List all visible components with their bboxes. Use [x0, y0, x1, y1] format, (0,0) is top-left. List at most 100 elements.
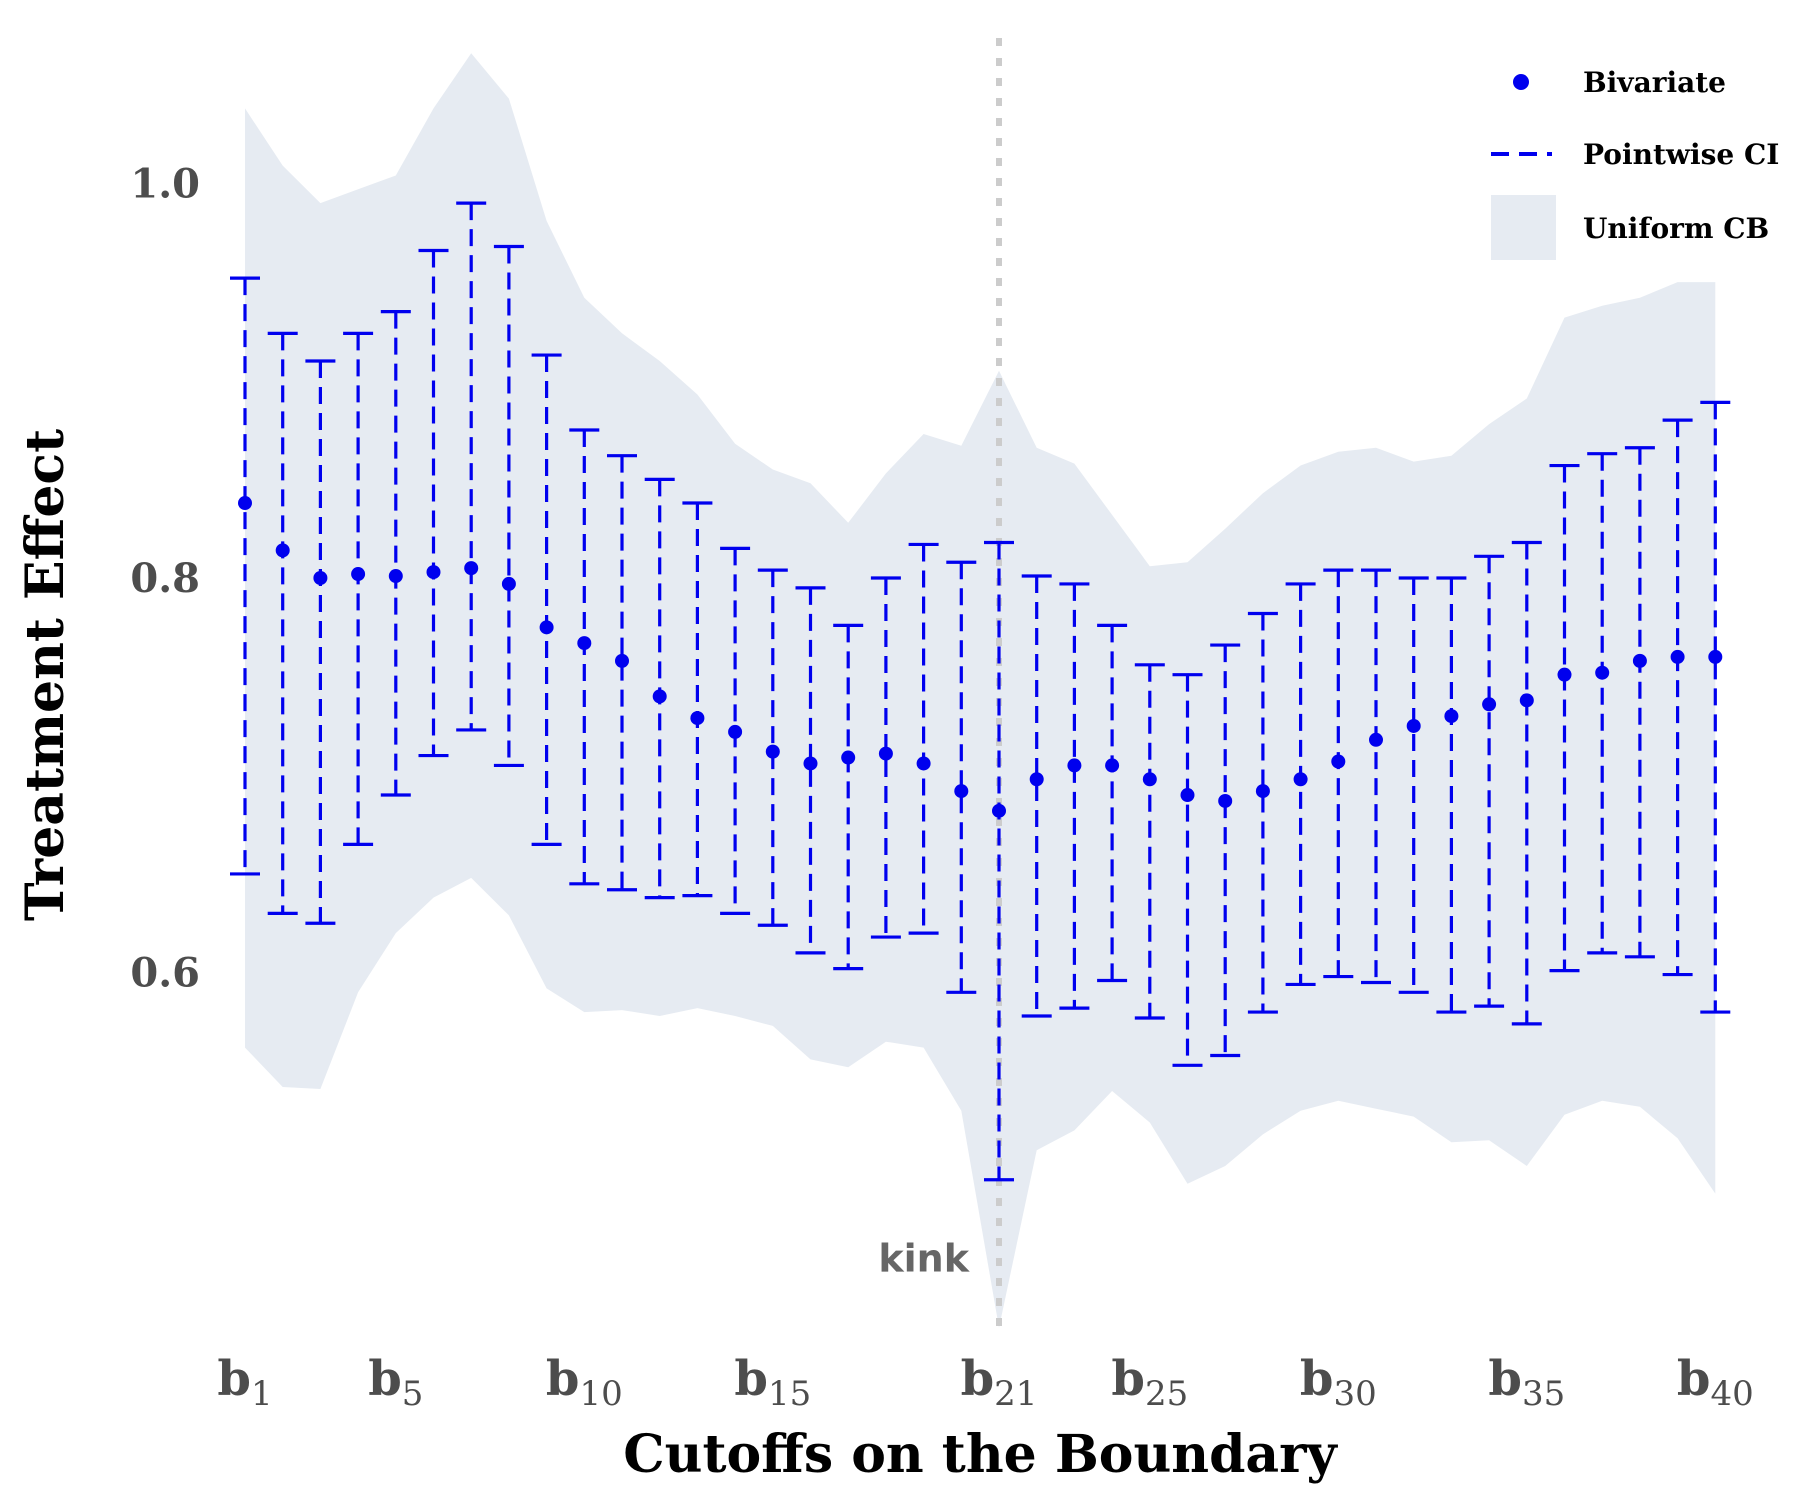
ci-bar — [569, 428, 600, 886]
ci-bar — [1361, 568, 1391, 985]
data-point — [1142, 772, 1157, 787]
data-point — [992, 803, 1006, 818]
ci-bar — [230, 276, 260, 876]
legend-bivariate-label: Bivariate — [1583, 66, 1726, 99]
data-point — [539, 620, 554, 635]
ci-bar — [1474, 554, 1505, 1008]
data-point — [1670, 649, 1685, 664]
data-point — [1218, 793, 1233, 808]
data-point — [275, 543, 290, 558]
y-axis-title: Treatment Effect — [15, 429, 76, 921]
data-point — [878, 746, 893, 761]
data-point — [1595, 665, 1610, 680]
ci-bar — [908, 542, 939, 935]
data-point — [615, 653, 629, 668]
ci-bar — [1247, 611, 1278, 1014]
data-point — [577, 636, 592, 651]
ci-bar — [531, 353, 562, 846]
y-tick-labels: 0.6 0.8 1.0 — [130, 160, 200, 996]
data-point — [313, 571, 328, 585]
data-point — [1482, 697, 1497, 712]
ci-bar — [380, 310, 411, 797]
y-tick-label: 0.8 — [130, 555, 200, 602]
data-point — [1105, 758, 1120, 773]
pointwise-ci-layer — [230, 201, 1731, 1182]
kink-label: kink — [878, 1237, 969, 1281]
x-tick-label: b15 — [734, 1351, 811, 1414]
ci-bar — [1511, 540, 1542, 1026]
legend-bivariate-marker — [1513, 74, 1529, 90]
ci-bar — [267, 331, 298, 916]
data-point — [1255, 784, 1270, 799]
data-point — [1708, 649, 1723, 664]
ci-bar — [1097, 623, 1128, 983]
point-layer — [238, 496, 1723, 818]
data-point — [426, 565, 441, 580]
uniform-band-layer — [245, 53, 1716, 1328]
data-point — [464, 561, 479, 576]
ci-bar — [1587, 452, 1618, 955]
x-tick-label: b40 — [1677, 1351, 1754, 1414]
data-point — [916, 756, 931, 771]
legend-band-marker — [1491, 195, 1556, 260]
x-tick-label: b5 — [368, 1351, 423, 1414]
x-tick-label: b21 — [961, 1351, 1038, 1414]
x-tick-labels: b1 b5 b10 b15 b21 b25 b30 b35 b40 — [217, 1351, 1753, 1414]
data-point — [501, 576, 516, 591]
data-point — [803, 756, 818, 771]
x-tick-label: b25 — [1111, 1351, 1188, 1414]
x-axis-title: Cutoffs on the Boundary — [623, 1424, 1338, 1485]
data-point — [728, 724, 743, 739]
data-point — [238, 496, 252, 511]
data-point — [1557, 667, 1572, 682]
ci-bar — [682, 501, 713, 898]
legend-band-label: Uniform CB — [1583, 212, 1769, 245]
ci-bar — [984, 540, 1014, 1182]
ci-bar — [305, 359, 336, 925]
ci-bar — [1172, 673, 1203, 1067]
ci-bar — [1624, 446, 1655, 959]
ci-bar — [946, 560, 977, 994]
data-point — [1369, 732, 1383, 747]
annotation-layer: kink — [878, 1237, 969, 1281]
y-tick-label: 1.0 — [130, 160, 200, 207]
uniform-band — [245, 53, 1716, 1328]
ci-bar — [757, 568, 788, 927]
ci-bar — [1700, 400, 1731, 1014]
data-point — [841, 750, 856, 765]
data-point — [388, 569, 403, 584]
ci-bar — [870, 576, 901, 939]
data-point — [652, 689, 667, 704]
ci-bar — [1436, 576, 1467, 1014]
x-tick-label: b10 — [546, 1351, 623, 1414]
ci-bar — [1210, 643, 1241, 1058]
ci-bar — [493, 244, 524, 768]
data-point — [690, 711, 705, 726]
ci-bar — [1549, 463, 1580, 973]
ci-bar — [343, 331, 374, 846]
data-point — [1444, 709, 1459, 724]
ci-bar — [1021, 574, 1052, 1018]
ci-bar — [833, 623, 864, 971]
legend: Bivariate Pointwise CI Uniform CB — [1491, 66, 1779, 260]
x-tick-label: b30 — [1300, 1351, 1377, 1414]
ci-bar — [1059, 582, 1090, 1010]
x-tick-label: b1 — [217, 1351, 272, 1414]
data-point — [351, 567, 366, 582]
data-point — [954, 784, 969, 799]
data-point — [1029, 772, 1044, 787]
data-point — [1067, 758, 1082, 773]
data-point — [1293, 772, 1308, 787]
data-point — [1519, 693, 1534, 708]
legend-ci-label: Pointwise CI — [1583, 138, 1779, 171]
ci-bar — [1398, 576, 1429, 994]
ci-bar — [418, 248, 449, 758]
ci-bar — [1134, 663, 1165, 1020]
ci-bar — [456, 201, 487, 732]
ci-bar — [1285, 582, 1316, 987]
ci-bar — [607, 454, 637, 892]
ci-bar — [1662, 418, 1693, 977]
data-point — [1180, 788, 1195, 803]
ci-bar — [644, 477, 675, 900]
